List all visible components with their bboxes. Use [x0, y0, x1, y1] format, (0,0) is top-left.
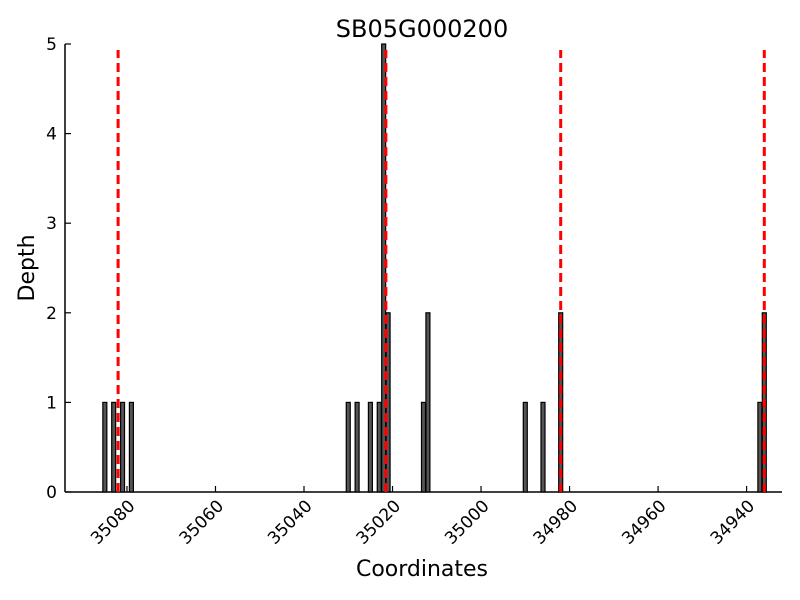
depth-bar	[522, 401, 528, 493]
chart-title: SB05G000200	[336, 15, 508, 43]
y-tick-label: 1	[46, 393, 57, 413]
y-tick-label: 4	[46, 125, 57, 145]
x-tick-label: 34960	[618, 496, 670, 548]
depth-bar	[102, 401, 108, 493]
depth-bar	[111, 401, 117, 493]
depth-bar	[420, 401, 427, 493]
x-tick-label: 35080	[87, 496, 139, 548]
y-axis-ticks: 0 1 2 3 4 5	[46, 35, 71, 503]
depth-bar	[425, 312, 431, 493]
depth-bar	[345, 401, 351, 493]
depth-bar	[376, 401, 382, 493]
x-tick-label: 35040	[264, 496, 316, 548]
depth-bar	[540, 401, 546, 493]
y-tick-label: 2	[46, 304, 57, 324]
y-tick-label: 3	[46, 214, 57, 234]
depth-bar	[128, 401, 134, 493]
depth-bar	[367, 401, 373, 493]
depth-bar	[354, 401, 360, 493]
y-tick-label: 5	[46, 35, 57, 55]
x-tick-label: 35020	[353, 496, 405, 548]
x-tick-label: 35000	[441, 496, 493, 548]
x-tick-label: 34980	[530, 496, 582, 548]
y-axis-title: Depth	[15, 234, 40, 301]
depth-bar	[757, 401, 763, 493]
x-axis-ticks: 35080 35060 35040 35020 35000 34980 34960 34940	[87, 486, 759, 549]
depth-bar	[119, 401, 126, 493]
x-tick-label: 35060	[176, 496, 228, 548]
y-tick-label: 0	[46, 483, 57, 503]
x-axis-title: Coordinates	[356, 557, 488, 582]
marker-lines	[116, 50, 766, 492]
bars	[102, 43, 767, 493]
x-tick-label: 34940	[707, 496, 759, 548]
